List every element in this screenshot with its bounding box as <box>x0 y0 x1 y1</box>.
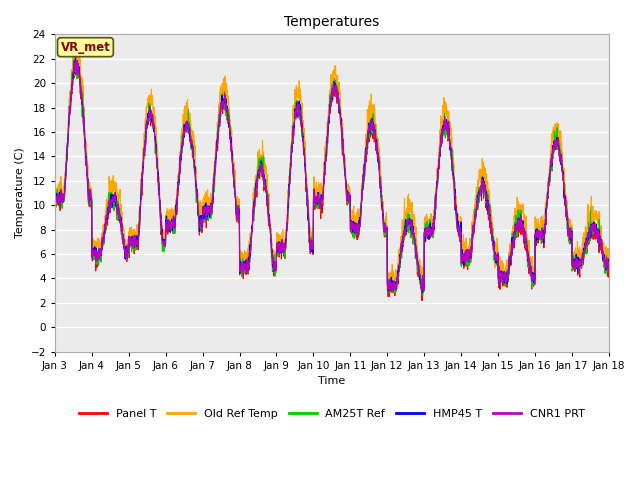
Title: Temperatures: Temperatures <box>284 15 380 29</box>
Text: VR_met: VR_met <box>61 41 110 54</box>
Legend: Panel T, Old Ref Temp, AM25T Ref, HMP45 T, CNR1 PRT: Panel T, Old Ref Temp, AM25T Ref, HMP45 … <box>74 405 589 423</box>
X-axis label: Time: Time <box>318 376 346 386</box>
Y-axis label: Temperature (C): Temperature (C) <box>15 147 25 238</box>
